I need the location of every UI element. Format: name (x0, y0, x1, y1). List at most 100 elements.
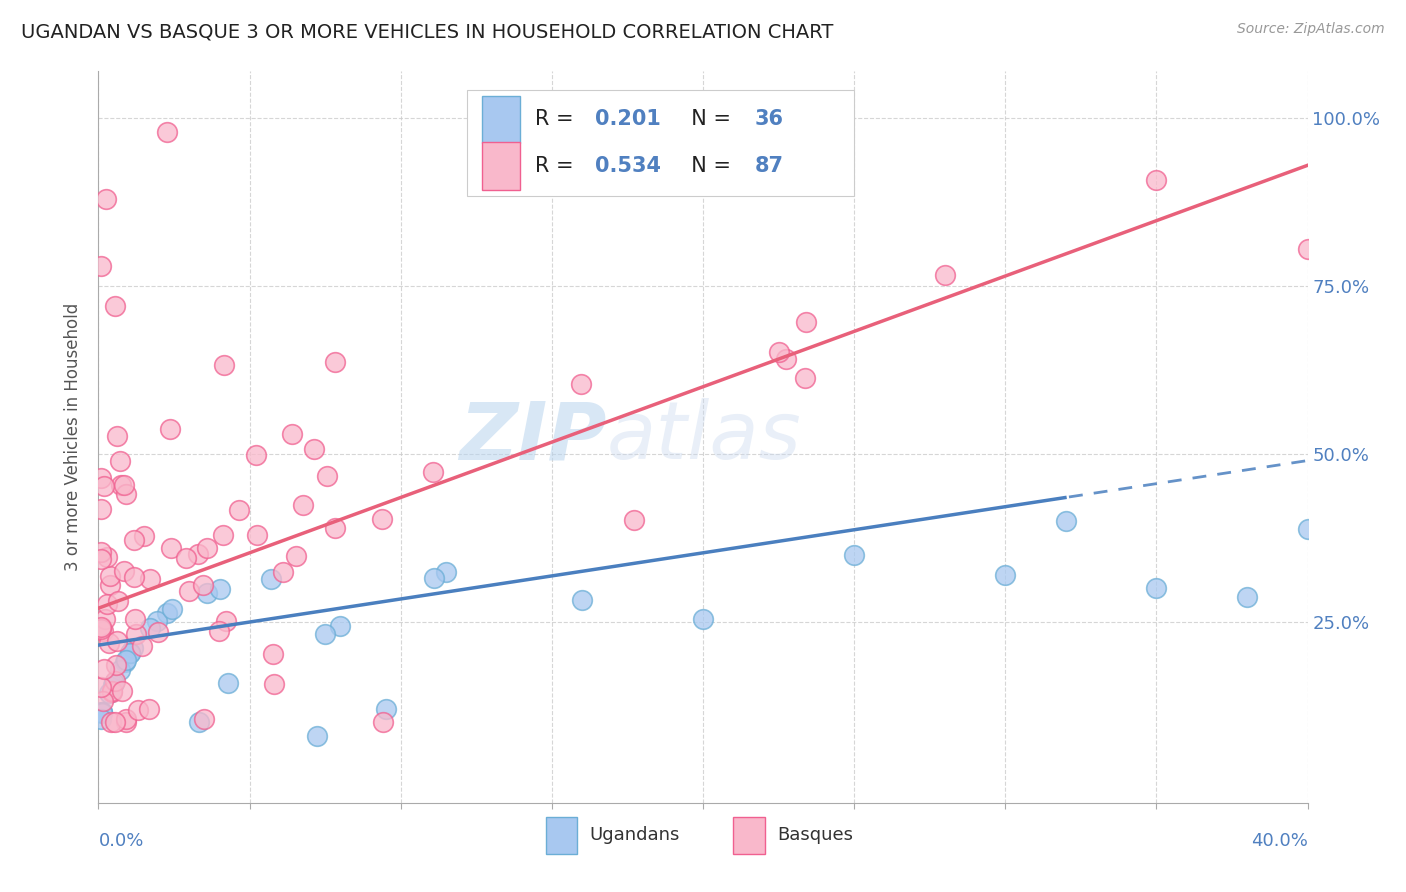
FancyBboxPatch shape (546, 817, 578, 854)
Point (104, 299, 127, 313)
Point (112, 564, 135, 578)
Point (371, 512, 394, 526)
Point (104, 715, 127, 730)
Point (302, 442, 325, 457)
Point (1296, 522, 1319, 536)
Point (307, 729, 329, 743)
Point (218, 675, 240, 690)
Point (1054, 514, 1077, 528)
Point (422, 571, 444, 585)
Point (93, 478, 115, 492)
Point (112, 478, 135, 492)
Point (245, 448, 267, 462)
Point (146, 624, 169, 639)
Text: atlas: atlas (606, 398, 801, 476)
Point (139, 573, 162, 587)
Point (94, 192, 117, 206)
Point (107, 594, 129, 608)
Point (187, 547, 209, 561)
Text: UGANDAN VS BASQUE 3 OR MORE VEHICLES IN HOUSEHOLD CORRELATION CHART: UGANDAN VS BASQUE 3 OR MORE VEHICLES IN … (21, 22, 834, 41)
Point (793, 371, 815, 385)
Point (93, 662, 115, 676)
Point (174, 551, 197, 566)
Point (315, 468, 337, 483)
Point (90, 471, 112, 485)
Point (263, 677, 285, 691)
Point (434, 565, 457, 579)
Point (281, 426, 304, 441)
Point (246, 527, 269, 541)
Point (98, 568, 121, 582)
Point (90, 712, 112, 726)
Point (127, 703, 149, 717)
Point (692, 612, 714, 626)
Point (134, 529, 156, 543)
Point (103, 675, 125, 690)
Point (122, 533, 145, 548)
Point (768, 345, 790, 359)
Text: Basques: Basques (776, 826, 853, 844)
Point (214, 359, 236, 373)
Point (90, 706, 112, 720)
Point (260, 573, 283, 587)
Point (114, 655, 136, 669)
Point (139, 621, 162, 635)
Point (285, 549, 308, 563)
Point (100, 684, 122, 698)
Text: Ugandans: Ugandans (589, 826, 679, 844)
Point (111, 684, 134, 698)
FancyBboxPatch shape (734, 817, 765, 854)
Point (211, 528, 233, 542)
Point (96, 549, 118, 564)
Point (314, 626, 336, 640)
Point (195, 541, 218, 555)
Y-axis label: 3 or more Vehicles in Household: 3 or more Vehicles in Household (65, 303, 83, 571)
Text: 36: 36 (755, 110, 785, 129)
Point (114, 715, 136, 730)
Point (262, 647, 284, 661)
Point (569, 376, 592, 391)
Point (188, 715, 211, 730)
Point (90, 622, 112, 636)
Point (115, 712, 138, 726)
Point (159, 422, 181, 436)
Point (105, 658, 128, 673)
Point (422, 465, 444, 479)
Point (325, 521, 347, 535)
Point (90, 551, 112, 566)
Point (162, 602, 184, 616)
Point (90, 502, 112, 516)
Text: R =: R = (534, 156, 581, 176)
Text: 87: 87 (755, 156, 785, 176)
Point (271, 565, 294, 579)
Text: 0.534: 0.534 (595, 156, 661, 176)
Point (105, 633, 128, 648)
Point (208, 624, 231, 638)
Text: 40.0%: 40.0% (1251, 832, 1308, 850)
FancyBboxPatch shape (482, 142, 520, 190)
Point (775, 352, 797, 367)
Point (329, 618, 352, 632)
Point (156, 606, 179, 620)
Point (371, 715, 394, 730)
Point (100, 684, 122, 698)
Point (208, 582, 231, 597)
Point (131, 639, 153, 653)
FancyBboxPatch shape (482, 95, 520, 143)
Point (104, 674, 127, 689)
Text: ZIP: ZIP (458, 398, 606, 476)
Point (97, 635, 120, 649)
Point (94, 612, 117, 626)
Point (1296, 242, 1319, 256)
Point (1236, 590, 1258, 604)
Point (118, 646, 141, 660)
Point (124, 612, 146, 626)
Point (122, 570, 145, 584)
Point (571, 593, 593, 607)
Point (100, 715, 122, 730)
Point (160, 541, 183, 556)
Point (1144, 581, 1167, 595)
Point (90, 545, 112, 559)
Point (1144, 173, 1167, 187)
Text: Source: ZipAtlas.com: Source: ZipAtlas.com (1237, 22, 1385, 37)
